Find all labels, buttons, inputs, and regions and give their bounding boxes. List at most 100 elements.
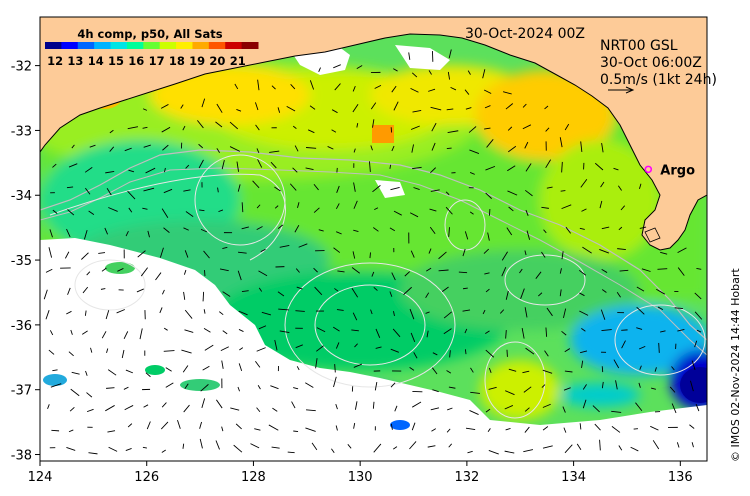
current-vector bbox=[202, 291, 205, 302]
current-vector bbox=[428, 248, 432, 254]
current-vector bbox=[485, 330, 490, 334]
y-tick-label: -36 bbox=[11, 319, 32, 334]
current-vector bbox=[45, 310, 50, 320]
current-vector bbox=[66, 446, 76, 451]
current-vector bbox=[542, 369, 553, 374]
current-vector bbox=[109, 146, 115, 152]
current-vector bbox=[217, 187, 219, 193]
current-vector bbox=[143, 144, 151, 148]
current-vector bbox=[241, 290, 249, 293]
current-vector bbox=[677, 267, 685, 276]
current-vector bbox=[146, 421, 151, 430]
current-vector bbox=[88, 210, 95, 216]
current-vector bbox=[238, 329, 244, 332]
current-vector bbox=[331, 129, 337, 133]
current-vector bbox=[372, 185, 381, 193]
current-vector bbox=[139, 328, 143, 340]
current-vector bbox=[486, 139, 494, 148]
current-vector bbox=[535, 271, 542, 279]
current-vector bbox=[411, 72, 418, 78]
current-vector bbox=[318, 67, 321, 72]
current-vector bbox=[331, 109, 338, 114]
current-vector bbox=[163, 227, 170, 233]
current-vector bbox=[201, 398, 206, 409]
current-vector bbox=[580, 141, 583, 152]
current-vector bbox=[127, 190, 136, 200]
current-vector bbox=[165, 367, 172, 372]
current-vector bbox=[256, 407, 261, 413]
current-vector bbox=[601, 381, 604, 389]
current-vector bbox=[183, 404, 190, 413]
current-vector bbox=[142, 108, 148, 111]
current-vector bbox=[393, 68, 398, 72]
current-vector bbox=[485, 408, 491, 413]
current-vector bbox=[485, 165, 496, 171]
current-vector bbox=[630, 446, 639, 452]
current-vector bbox=[425, 311, 430, 314]
current-vector bbox=[654, 367, 657, 372]
plot-area: Argo bbox=[40, 17, 707, 461]
current-vector bbox=[354, 401, 358, 410]
current-vector bbox=[431, 142, 436, 151]
current-vector bbox=[507, 190, 518, 196]
current-vector bbox=[252, 180, 260, 189]
current-vector bbox=[562, 406, 566, 413]
current-vector bbox=[525, 163, 532, 172]
current-vector bbox=[373, 286, 378, 291]
copyright-text: © IMOS 02-Nov-2024 14:44 Hobart bbox=[729, 268, 742, 462]
current-vector bbox=[108, 446, 118, 452]
current-vector bbox=[599, 249, 610, 254]
current-vector bbox=[66, 186, 74, 189]
current-vector bbox=[371, 271, 375, 277]
current-vector bbox=[524, 407, 530, 412]
current-vector bbox=[160, 104, 169, 109]
current-vector bbox=[392, 328, 401, 338]
current-vector bbox=[145, 372, 151, 378]
current-vector bbox=[306, 147, 317, 149]
current-vector bbox=[335, 203, 340, 210]
current-vector bbox=[581, 327, 586, 332]
current-vector bbox=[334, 364, 336, 373]
current-vector bbox=[448, 386, 456, 389]
current-vector bbox=[413, 187, 420, 191]
current-vector bbox=[413, 352, 418, 359]
current-vector bbox=[104, 227, 108, 235]
current-vector bbox=[277, 224, 284, 229]
current-vector bbox=[524, 250, 527, 256]
current-vector bbox=[542, 426, 549, 431]
y-axis: -32 -33 -34 -35 -36 -37 -38 bbox=[11, 60, 40, 464]
current-vector bbox=[426, 267, 432, 272]
current-vector bbox=[215, 121, 223, 128]
current-vector bbox=[140, 267, 148, 277]
current-vector bbox=[601, 289, 607, 293]
x-tick-label: 128 bbox=[241, 470, 266, 485]
current-vector bbox=[448, 227, 450, 237]
current-vector bbox=[127, 423, 133, 428]
current-vector bbox=[183, 269, 187, 275]
current-vector bbox=[579, 227, 585, 230]
argo-marker[interactable] bbox=[644, 165, 653, 174]
current-vector bbox=[142, 446, 147, 449]
current-vector bbox=[199, 421, 203, 429]
current-vector bbox=[216, 399, 223, 409]
y-tick-label: -32 bbox=[11, 60, 32, 75]
current-vector bbox=[82, 286, 89, 294]
current-vector bbox=[467, 70, 471, 75]
current-vector bbox=[391, 85, 397, 93]
current-vector bbox=[48, 247, 53, 258]
current-vector bbox=[639, 365, 642, 370]
current-vector bbox=[203, 327, 211, 333]
current-vector bbox=[656, 288, 666, 295]
current-vector bbox=[411, 401, 422, 408]
current-vector bbox=[71, 371, 80, 375]
current-vector bbox=[161, 289, 165, 295]
current-vector bbox=[52, 209, 58, 214]
current-vector bbox=[236, 161, 240, 172]
current-time: 30-Oct 06:00Z bbox=[600, 55, 702, 71]
current-vector bbox=[487, 428, 491, 433]
current-vector bbox=[458, 271, 468, 274]
current-vector bbox=[221, 360, 224, 369]
y-tick-label: -34 bbox=[11, 189, 32, 204]
current-vector bbox=[143, 404, 149, 408]
